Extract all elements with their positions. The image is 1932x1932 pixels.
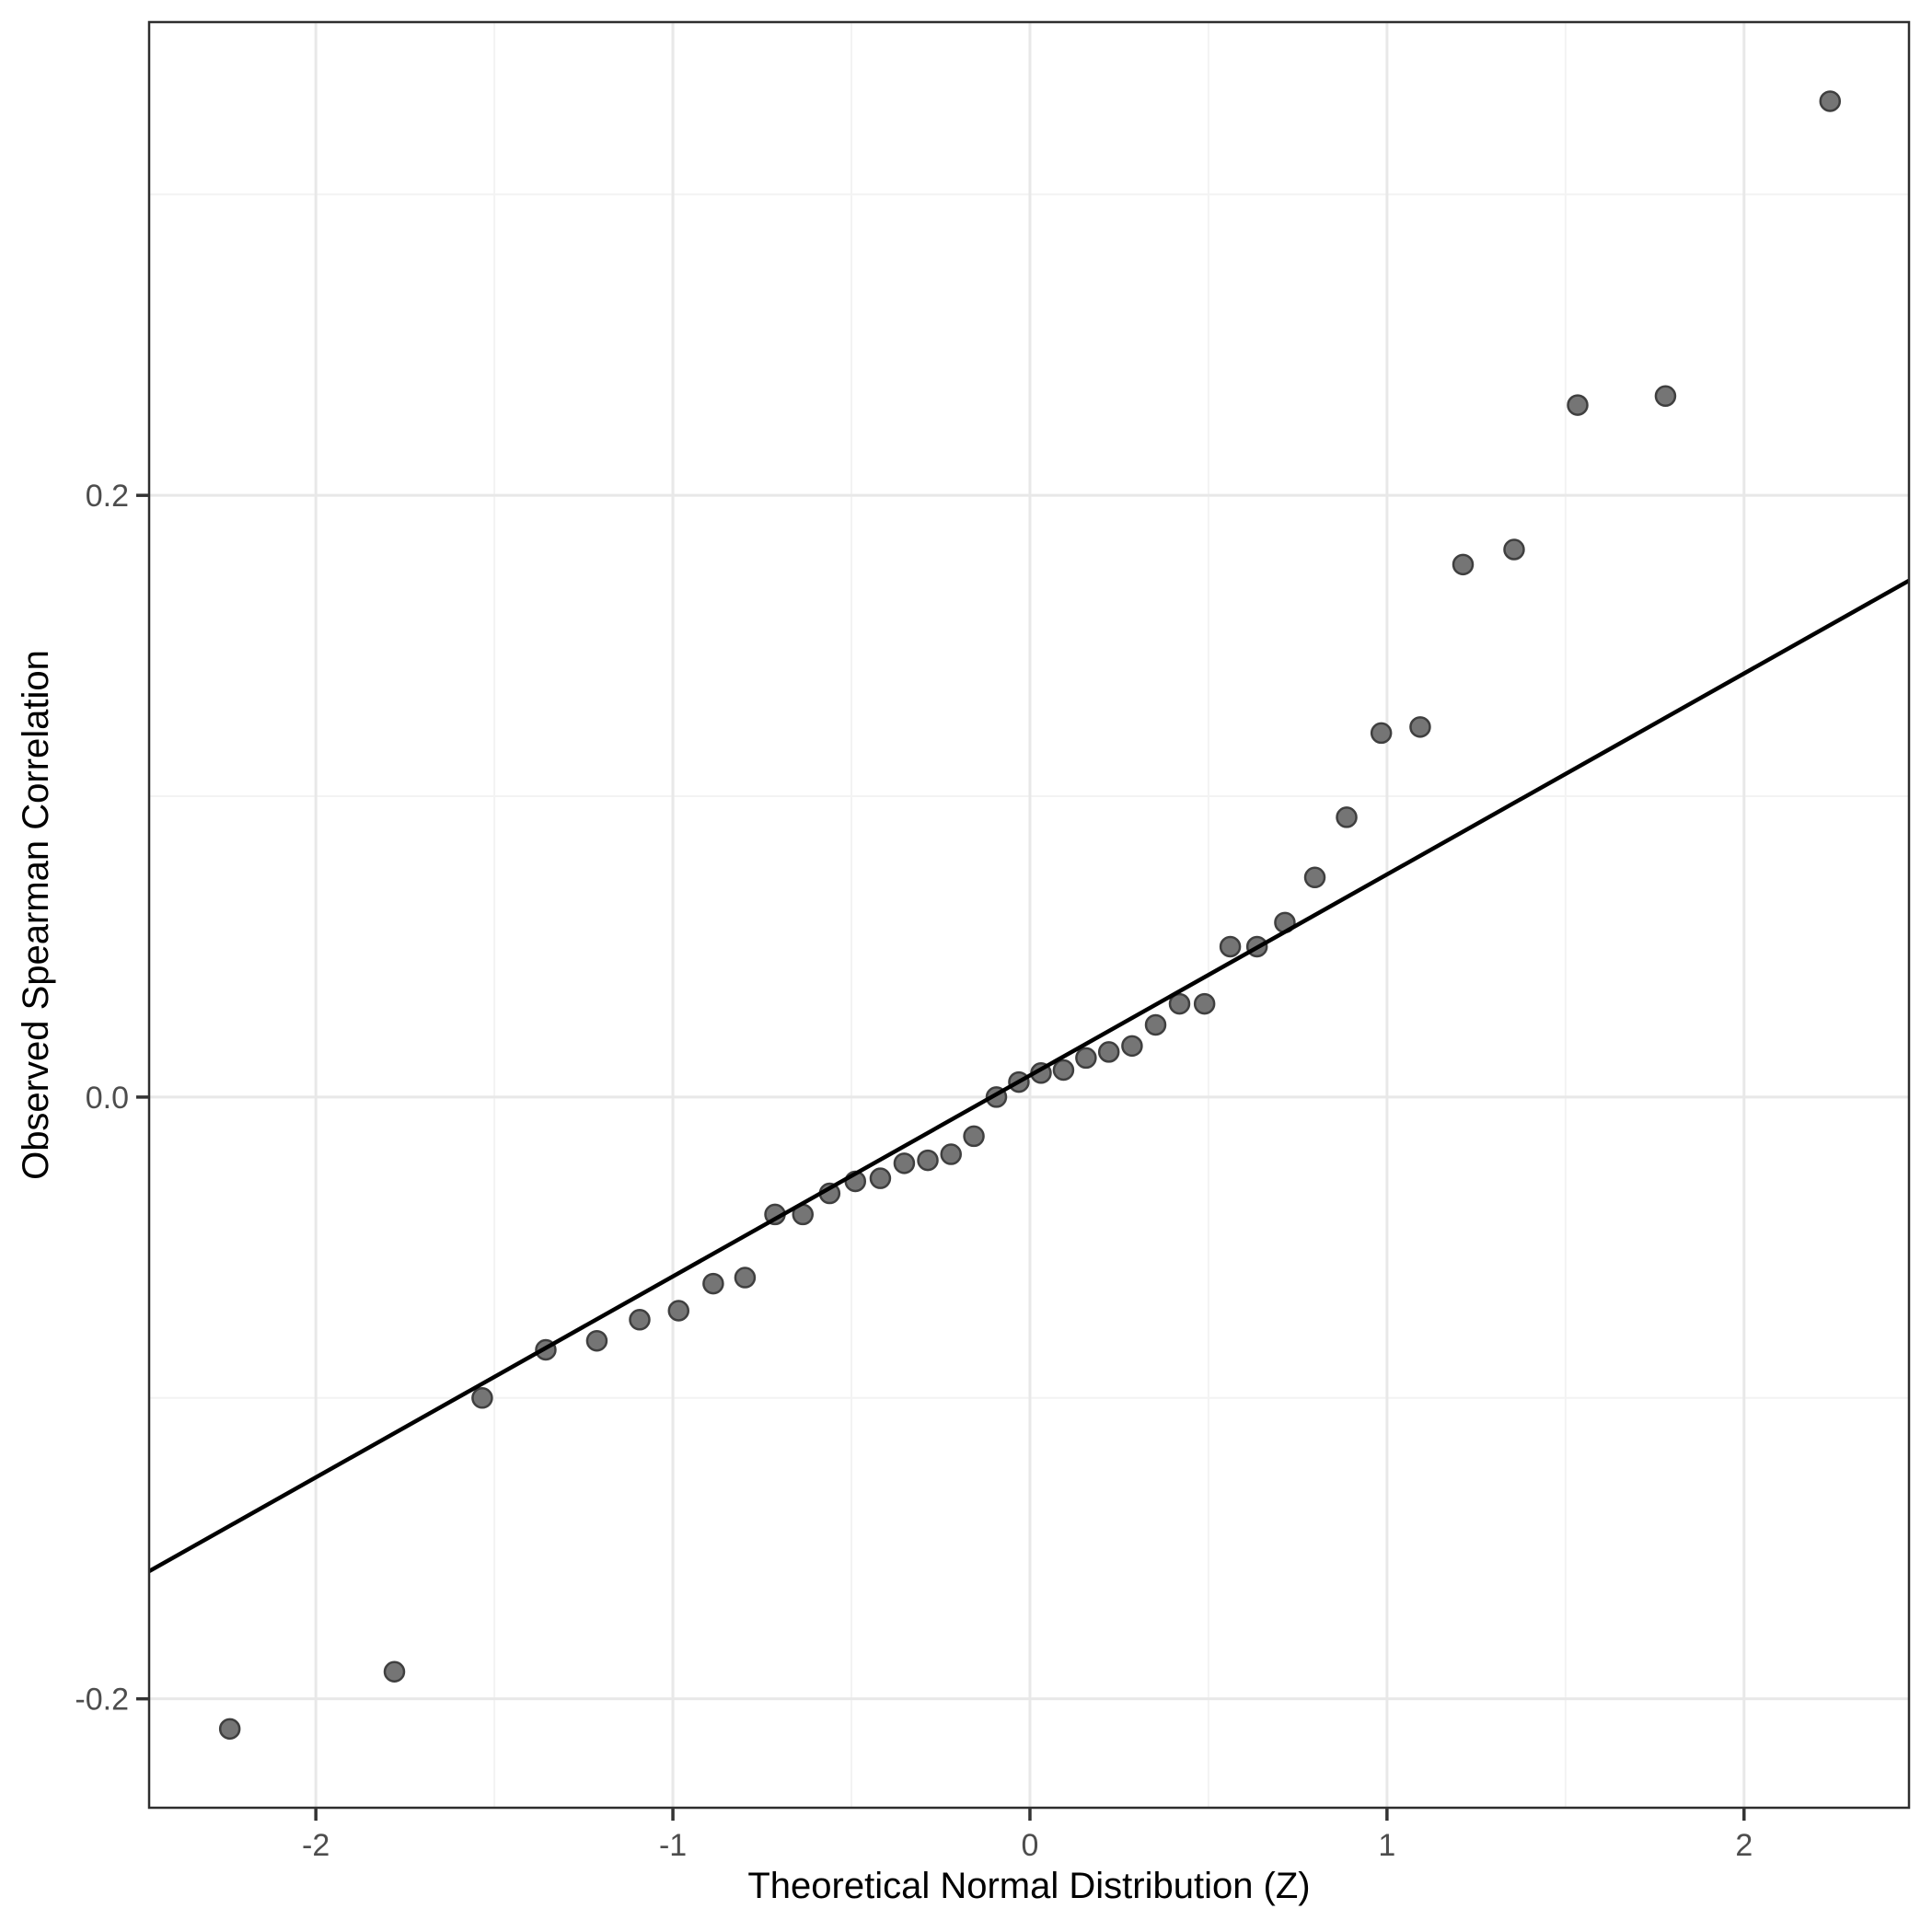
data-point bbox=[940, 1143, 962, 1165]
reference-line bbox=[147, 578, 1911, 1574]
data-point bbox=[1168, 992, 1191, 1015]
data-point bbox=[893, 1152, 916, 1174]
x-tick-label: 0 bbox=[1022, 1828, 1039, 1863]
qq-reference-line bbox=[147, 578, 1911, 1574]
major-gridlines bbox=[149, 22, 1909, 1808]
data-point bbox=[1654, 385, 1677, 408]
data-point bbox=[471, 1387, 493, 1409]
data-point bbox=[218, 1718, 241, 1741]
data-point bbox=[869, 1167, 892, 1189]
y-tick-label: 0.0 bbox=[86, 1081, 129, 1116]
data-point bbox=[383, 1660, 406, 1683]
scatter-points bbox=[218, 90, 1842, 1741]
data-point bbox=[702, 1272, 724, 1295]
data-point bbox=[1336, 806, 1358, 828]
x-tick-label: -2 bbox=[302, 1828, 330, 1863]
data-point bbox=[1819, 90, 1842, 112]
y-axis-title: Observed Spearman Correlation bbox=[16, 650, 56, 1180]
data-point bbox=[963, 1125, 985, 1148]
data-point bbox=[917, 1149, 939, 1172]
data-point bbox=[1052, 1059, 1075, 1082]
data-point bbox=[1567, 394, 1589, 416]
data-point bbox=[1121, 1035, 1143, 1058]
data-point bbox=[1219, 935, 1242, 958]
x-tick-label: 1 bbox=[1378, 1828, 1395, 1863]
data-point bbox=[585, 1329, 608, 1352]
x-axis-title: Theoretical Normal Distribution (Z) bbox=[747, 1866, 1310, 1906]
data-point bbox=[1144, 1013, 1167, 1036]
data-point bbox=[1370, 722, 1393, 745]
x-tick-label: 2 bbox=[1735, 1828, 1753, 1863]
axis-tick-marks bbox=[136, 493, 1746, 1821]
axis-tick-labels: -2 -1 0 1 2 -0.2 0.0 0.2 bbox=[75, 479, 1753, 1863]
data-point bbox=[667, 1300, 690, 1322]
y-tick-label: -0.2 bbox=[75, 1683, 129, 1718]
data-point bbox=[1097, 1041, 1120, 1063]
data-point bbox=[734, 1267, 757, 1289]
x-tick-label: -1 bbox=[659, 1828, 687, 1863]
data-point bbox=[1452, 553, 1475, 576]
y-tick-label: 0.2 bbox=[86, 479, 129, 514]
data-point bbox=[1075, 1047, 1097, 1070]
data-point bbox=[1503, 538, 1525, 561]
data-point bbox=[1193, 992, 1216, 1015]
data-point bbox=[1409, 716, 1431, 738]
data-point bbox=[629, 1309, 651, 1331]
data-point bbox=[1303, 866, 1326, 889]
